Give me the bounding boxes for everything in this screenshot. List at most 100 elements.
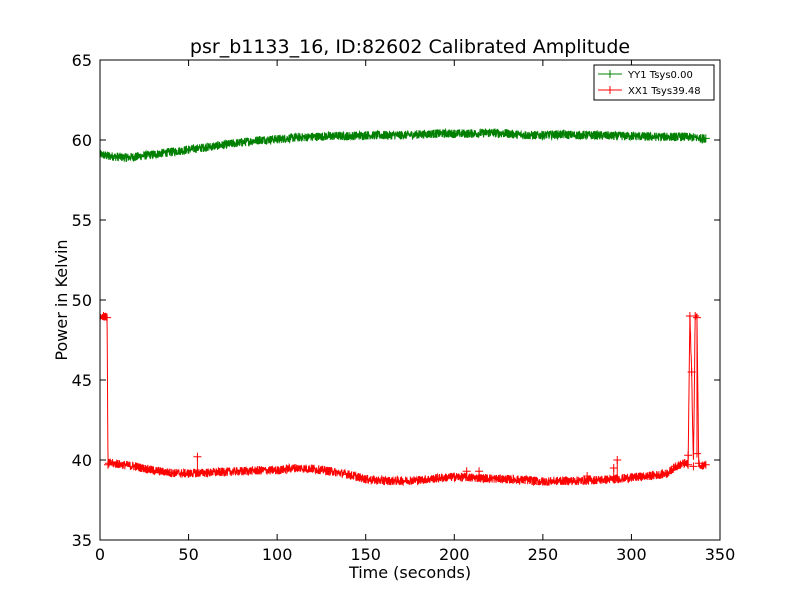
data-point-marker xyxy=(237,467,246,476)
outlier-marker xyxy=(609,464,618,472)
data-point-marker xyxy=(237,138,246,147)
data-point-marker xyxy=(113,152,122,161)
data-point-marker xyxy=(104,152,113,160)
x-tick-label: 150 xyxy=(350,545,381,564)
series-line xyxy=(100,127,706,162)
data-point-marker xyxy=(574,131,583,140)
x-tick-label: 350 xyxy=(705,545,736,564)
data-point-marker xyxy=(397,476,406,485)
data-point-marker xyxy=(662,132,671,141)
data-point-marker xyxy=(485,474,494,483)
data-point-marker xyxy=(149,150,158,159)
data-point-marker xyxy=(468,129,476,138)
outlier-markers xyxy=(193,317,701,481)
data-point-marker xyxy=(113,460,122,468)
chart-title: psr_b1133_16, ID:82602 Calibrated Amplit… xyxy=(190,36,630,58)
data-point-marker xyxy=(680,132,689,141)
data-point-marker xyxy=(701,134,710,143)
data-point-marker xyxy=(609,132,618,140)
data-point-marker xyxy=(166,148,175,156)
y-tick-label: 55 xyxy=(72,211,92,230)
data-point-marker xyxy=(485,128,494,137)
data-point-marker xyxy=(701,460,710,469)
data-point-marker xyxy=(450,472,459,481)
data-point-marker xyxy=(220,468,228,476)
data-point-marker xyxy=(698,461,707,470)
legend-label-yy1: YY1 Tsys0.00 xyxy=(627,70,693,81)
x-tick-label: 300 xyxy=(616,545,647,564)
y-axis-label: Power in Kelvin xyxy=(52,239,71,360)
legend-entry-xx1: XX1 Tsys39.48 xyxy=(598,86,701,97)
y-tick-label: 45 xyxy=(72,371,92,390)
data-point-marker xyxy=(574,476,583,485)
data-point-marker xyxy=(432,474,441,483)
data-point-marker xyxy=(379,476,388,485)
data-point-marker xyxy=(468,473,476,482)
data-point-marker xyxy=(691,312,700,320)
data-point-marker xyxy=(538,131,547,140)
data-point-marker xyxy=(627,473,636,482)
data-point-marker xyxy=(414,476,423,484)
data-point-marker xyxy=(273,135,282,144)
data-point-marker xyxy=(687,368,696,376)
data-point-marker xyxy=(103,460,112,469)
data-point-marker xyxy=(361,475,370,484)
data-point-marker xyxy=(662,469,671,478)
data-point-marker xyxy=(104,459,113,468)
data-point-marker xyxy=(503,475,512,484)
outlier-marker xyxy=(684,451,693,460)
series-layer xyxy=(100,127,710,487)
x-tick-label: 100 xyxy=(262,545,293,564)
data-point-marker xyxy=(220,140,228,149)
outlier-marker xyxy=(193,452,202,461)
data-point-marker xyxy=(645,132,654,141)
ticks-layer: 0 50 100 150 200 250 300 350 35 40 45 50 55 60 65 xyxy=(72,51,736,564)
data-point-marker xyxy=(290,133,299,142)
series-line xyxy=(100,312,707,487)
data-point-marker xyxy=(414,130,423,139)
x-axis-label: Time (seconds) xyxy=(348,563,471,582)
data-point-marker xyxy=(184,469,193,478)
data-point-marker xyxy=(273,466,282,475)
outlier-marker xyxy=(475,467,484,476)
data-point-marker xyxy=(202,143,211,152)
data-point-marker xyxy=(379,131,388,140)
y-tick-label: 50 xyxy=(72,291,92,310)
data-point-marker xyxy=(100,150,104,159)
data-point-marker xyxy=(538,477,547,486)
data-point-marker xyxy=(122,153,131,162)
data-point-marker xyxy=(645,472,654,480)
data-point-marker xyxy=(255,136,264,144)
data-point-marker xyxy=(450,129,459,138)
x-tick-label: 250 xyxy=(528,545,559,564)
plot-frame xyxy=(99,59,721,541)
data-point-marker xyxy=(592,476,600,484)
plot-area xyxy=(100,60,720,540)
data-point-marker xyxy=(202,468,211,477)
chart-legend: YY1 Tsys0.00 XX1 Tsys39.48 xyxy=(593,64,715,101)
data-point-marker xyxy=(149,466,158,475)
y-tick-label: 60 xyxy=(72,131,92,150)
data-point-marker xyxy=(131,152,140,161)
data-point-marker xyxy=(131,462,140,471)
data-point-marker xyxy=(627,132,636,140)
data-point-marker xyxy=(503,129,512,138)
y-tick-label: 65 xyxy=(72,51,92,70)
legend-entry-yy1: YY1 Tsys0.00 xyxy=(598,70,693,81)
legend-box xyxy=(593,64,715,101)
series-xx1 xyxy=(100,312,710,487)
data-point-marker xyxy=(290,464,299,472)
data-point-marker xyxy=(308,464,317,473)
data-point-marker xyxy=(255,466,264,475)
y-tick-label: 40 xyxy=(72,451,92,470)
outlier-marker xyxy=(583,472,592,480)
outlier-marker xyxy=(613,456,622,464)
data-point-marker xyxy=(432,129,441,138)
data-point-marker xyxy=(361,131,370,140)
data-point-marker xyxy=(680,459,689,468)
x-tick-label: 200 xyxy=(439,545,470,564)
x-tick-label: 0 xyxy=(95,545,105,564)
outlier-marker xyxy=(692,449,701,458)
data-point-marker xyxy=(689,462,698,471)
